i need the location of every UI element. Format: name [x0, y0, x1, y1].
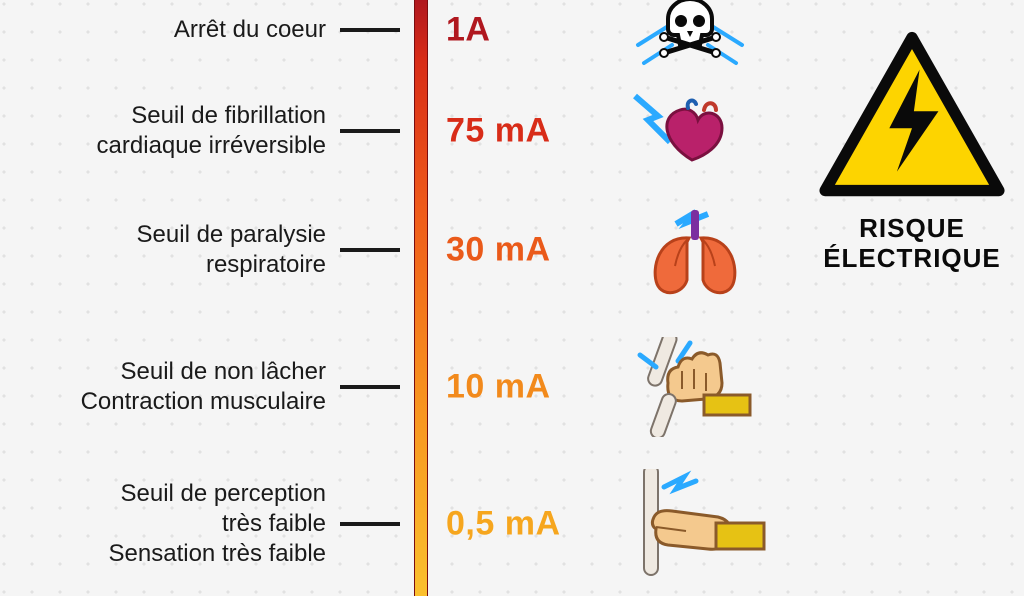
- label-respiratory: Seuil de paralysie respiratoire: [137, 220, 340, 280]
- labels-column: Arrêt du coeur Seuil de fibrillation car…: [0, 0, 400, 596]
- value-respiratory: 30 mA: [446, 231, 551, 270]
- row-respiratory: Seuil de paralysie respiratoire: [0, 220, 400, 280]
- value-perception: 0,5 mA: [446, 505, 561, 544]
- row-cardiac-arrest: Arrêt du coeur: [0, 15, 400, 45]
- hazard-label-line2: ÉLECTRIQUE: [823, 243, 1001, 273]
- hazard-label: RISQUE ÉLECTRIQUE: [823, 214, 1001, 274]
- infographic-container: Arrêt du coeur Seuil de fibrillation car…: [0, 0, 1024, 596]
- tick-line: [340, 385, 400, 389]
- hazard-triangle-icon: [817, 30, 1007, 200]
- label-perception: Seuil de perception très faible Sensatio…: [109, 479, 340, 569]
- row-perception: Seuil de perception très faible Sensatio…: [0, 479, 400, 569]
- row-fibrillation: Seuil de fibrillation cardiaque irrévers…: [0, 101, 400, 161]
- label-fibrillation: Seuil de fibrillation cardiaque irrévers…: [97, 101, 340, 161]
- tick-line: [340, 522, 400, 526]
- values-column: 1A 75 mA 30 mA 10 mA 0,5 mA: [440, 0, 630, 596]
- hazard-column: RISQUE ÉLECTRIQUE: [800, 0, 1024, 596]
- icons-column: [630, 0, 800, 596]
- tick-line: [340, 129, 400, 133]
- row-no-release: Seuil de non lâcher Contraction musculai…: [0, 357, 400, 417]
- skull-icon: [630, 0, 790, 75]
- value-no-release: 10 mA: [446, 368, 551, 407]
- heart-icon: [630, 86, 790, 176]
- hand-touch-icon: [630, 479, 790, 569]
- label-cardiac-arrest: Arrêt du coeur: [174, 15, 340, 45]
- label-no-release: Seuil de non lâcher Contraction musculai…: [81, 357, 340, 417]
- lungs-icon: [630, 205, 790, 295]
- gradient-axis-column: [400, 0, 440, 596]
- hazard-label-line1: RISQUE: [859, 213, 965, 243]
- value-fibrillation: 75 mA: [446, 112, 551, 151]
- gradient-axis-bar: [414, 0, 428, 596]
- tick-line: [340, 248, 400, 252]
- tick-line: [340, 28, 400, 32]
- value-cardiac-arrest: 1A: [446, 10, 490, 49]
- hand-grip-icon: [630, 342, 790, 432]
